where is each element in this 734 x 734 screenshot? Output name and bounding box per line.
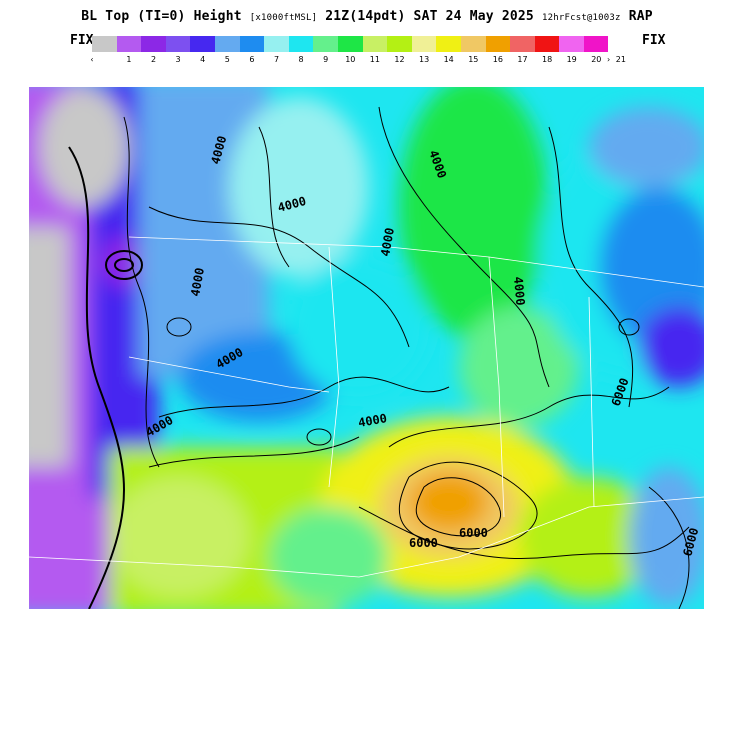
color-scale-tick: 7 bbox=[273, 55, 280, 64]
color-swatch bbox=[116, 36, 142, 52]
color-scale-tick: 6 bbox=[249, 55, 255, 64]
color-swatch bbox=[534, 36, 560, 52]
color-scale-tick: 18 bbox=[542, 55, 553, 64]
color-scale-tick: 8 bbox=[298, 55, 304, 64]
color-scale-tick: 1 bbox=[126, 55, 132, 64]
title-model: RAP bbox=[628, 9, 653, 24]
color-scale-tick: ‹ bbox=[90, 55, 94, 64]
color-swatch bbox=[190, 36, 215, 52]
color-scale-tick: 5 bbox=[224, 55, 230, 64]
color-swatch bbox=[559, 36, 584, 52]
political-boundaries bbox=[29, 236, 704, 578]
color-scale-ticks: ‹ 1 2 3 4 5 6 7 8 9 10 11 12 13 14 15 16 17 18 19 20 21 › bbox=[90, 55, 642, 67]
contour-label: 4000 bbox=[378, 227, 397, 258]
color-scale-tick: 9 bbox=[323, 55, 329, 64]
color-swatch bbox=[214, 36, 240, 52]
chart-title: BL Top (TI=0) Height [x1000ftMSL] 21Z(14… bbox=[0, 9, 734, 24]
title-units: [x1000ftMSL] bbox=[249, 13, 318, 23]
color-scale-tick: 21 bbox=[615, 55, 626, 64]
color-scale-tick: 13 bbox=[419, 55, 430, 64]
color-swatch bbox=[264, 36, 289, 52]
contour-label: 4000 bbox=[188, 267, 207, 298]
color-swatch bbox=[313, 36, 338, 52]
color-swatch bbox=[436, 36, 461, 52]
fix-label-left: FIX bbox=[70, 33, 94, 48]
color-swatch bbox=[387, 36, 412, 52]
height-contours bbox=[68, 106, 690, 609]
color-scale-tick: 2 bbox=[150, 55, 157, 64]
color-scale-tick: 15 bbox=[468, 55, 479, 64]
color-swatch bbox=[165, 36, 191, 52]
title-forecast-init: 12hrFcst@1003z bbox=[541, 13, 621, 23]
contour-label: 4000 bbox=[511, 276, 527, 306]
color-swatch bbox=[583, 36, 609, 52]
color-swatch bbox=[460, 36, 486, 52]
color-swatch bbox=[288, 36, 314, 52]
color-swatch bbox=[485, 36, 511, 52]
color-scale-tick: 16 bbox=[492, 55, 503, 64]
color-scale-tick: 19 bbox=[566, 55, 577, 64]
color-scale-tick: 12 bbox=[394, 55, 405, 64]
contour-label: 6000 bbox=[409, 536, 438, 550]
contour-label: 4000 bbox=[357, 411, 388, 430]
title-valid-time: 21Z(14pdt) SAT 24 May 2025 bbox=[325, 9, 534, 24]
color-scale-tick: 17 bbox=[517, 55, 528, 64]
color-swatch bbox=[510, 36, 535, 52]
color-scale-tick: 20 bbox=[591, 55, 602, 64]
fix-label-right: FIX bbox=[642, 33, 666, 48]
color-scale-tick: 11 bbox=[369, 55, 380, 64]
color-swatch bbox=[92, 36, 117, 52]
color-swatch bbox=[141, 36, 166, 52]
title-main: BL Top (TI=0) Height bbox=[81, 9, 242, 24]
color-scale-tick: 4 bbox=[200, 55, 206, 64]
color-scale-tick: 14 bbox=[443, 55, 454, 64]
height-field-shading bbox=[29, 87, 704, 609]
color-swatch bbox=[362, 36, 388, 52]
color-swatch bbox=[337, 36, 363, 52]
color-scale-tick: › bbox=[606, 55, 611, 64]
color-swatch bbox=[239, 36, 265, 52]
color-scale-tick: 10 bbox=[345, 55, 356, 64]
color-scale-tick: 3 bbox=[175, 55, 181, 64]
color-scale-bar bbox=[92, 36, 609, 52]
color-swatch bbox=[411, 36, 437, 52]
contour-label: 6000 bbox=[459, 526, 488, 540]
